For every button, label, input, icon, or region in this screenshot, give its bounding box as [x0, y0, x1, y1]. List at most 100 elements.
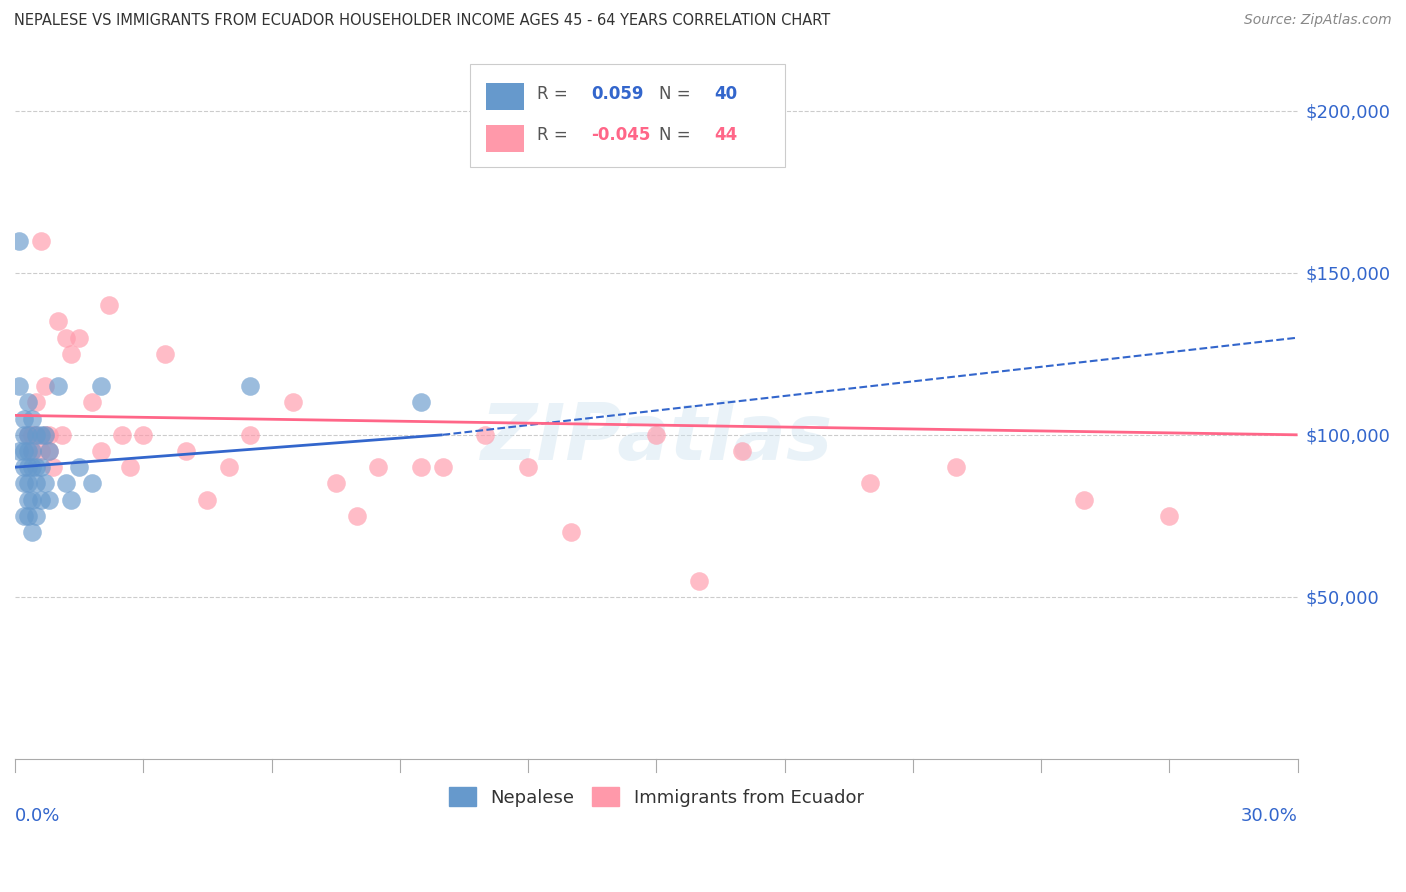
Point	[325, 476, 347, 491]
Point	[59, 492, 82, 507]
Point	[731, 444, 754, 458]
Point	[25, 427, 48, 442]
Point	[89, 379, 111, 393]
Point	[1073, 492, 1095, 507]
Point	[17, 427, 39, 442]
Point	[432, 460, 454, 475]
Point	[560, 524, 582, 539]
Point	[859, 476, 882, 491]
Point	[34, 476, 56, 491]
Point	[8, 379, 31, 393]
Text: NEPALESE VS IMMIGRANTS FROM ECUADOR HOUSEHOLDER INCOME AGES 45 - 64 YEARS CORREL: NEPALESE VS IMMIGRANTS FROM ECUADOR HOUS…	[14, 13, 831, 29]
Point	[13, 476, 35, 491]
Point	[13, 508, 35, 523]
Point	[67, 460, 90, 475]
Point	[25, 476, 48, 491]
Point	[17, 460, 39, 475]
Text: N =: N =	[659, 85, 696, 103]
Point	[21, 460, 44, 475]
Point	[346, 508, 368, 523]
Point	[367, 460, 389, 475]
Point	[38, 444, 60, 458]
Point	[13, 411, 35, 425]
Text: R =: R =	[537, 85, 574, 103]
Point	[239, 427, 262, 442]
Point	[46, 379, 69, 393]
Point	[30, 234, 52, 248]
Point	[281, 395, 304, 409]
Point	[25, 508, 48, 523]
Point	[174, 444, 197, 458]
Point	[13, 444, 35, 458]
Point	[25, 427, 48, 442]
Point	[120, 460, 142, 475]
Point	[945, 460, 967, 475]
Point	[46, 314, 69, 328]
Point	[67, 331, 90, 345]
Point	[17, 395, 39, 409]
Text: 0.059: 0.059	[591, 85, 644, 103]
Point	[239, 379, 262, 393]
Point	[38, 444, 60, 458]
Point	[688, 574, 710, 588]
Point	[38, 427, 60, 442]
Text: N =: N =	[659, 127, 696, 145]
Point	[34, 427, 56, 442]
Point	[80, 395, 103, 409]
Point	[34, 427, 56, 442]
Legend: Nepalese, Immigrants from Ecuador: Nepalese, Immigrants from Ecuador	[441, 780, 872, 814]
Text: 0.0%: 0.0%	[15, 807, 60, 825]
Point	[218, 460, 240, 475]
Point	[153, 347, 176, 361]
Point	[59, 347, 82, 361]
Point	[645, 427, 668, 442]
Point	[21, 444, 44, 458]
Point	[21, 524, 44, 539]
Point	[30, 460, 52, 475]
Point	[51, 427, 73, 442]
FancyBboxPatch shape	[470, 64, 785, 168]
Point	[30, 492, 52, 507]
Point	[38, 492, 60, 507]
Point	[411, 460, 433, 475]
Point	[13, 460, 35, 475]
Point	[8, 444, 31, 458]
Point	[89, 444, 111, 458]
Point	[195, 492, 218, 507]
Text: ZIPatlas: ZIPatlas	[479, 400, 832, 476]
Point	[17, 444, 39, 458]
Point	[17, 427, 39, 442]
Point	[17, 508, 39, 523]
Point	[13, 427, 35, 442]
Point	[474, 427, 496, 442]
Bar	[485, 125, 524, 152]
Point	[21, 492, 44, 507]
Point	[21, 427, 44, 442]
Point	[30, 444, 52, 458]
Point	[25, 460, 48, 475]
Point	[8, 234, 31, 248]
Point	[30, 427, 52, 442]
Point	[21, 411, 44, 425]
Text: Source: ZipAtlas.com: Source: ZipAtlas.com	[1244, 13, 1392, 28]
Point	[80, 476, 103, 491]
Text: 44: 44	[714, 127, 737, 145]
Point	[55, 476, 77, 491]
Text: 40: 40	[714, 85, 737, 103]
Point	[517, 460, 540, 475]
Point	[21, 444, 44, 458]
Point	[1159, 508, 1181, 523]
Point	[55, 331, 77, 345]
Point	[111, 427, 134, 442]
Point	[132, 427, 155, 442]
Text: 30.0%: 30.0%	[1240, 807, 1298, 825]
Point	[34, 379, 56, 393]
Point	[42, 460, 65, 475]
Bar	[485, 83, 524, 111]
Point	[17, 492, 39, 507]
Point	[98, 298, 121, 312]
Text: R =: R =	[537, 127, 574, 145]
Point	[17, 476, 39, 491]
Text: -0.045: -0.045	[591, 127, 650, 145]
Point	[25, 395, 48, 409]
